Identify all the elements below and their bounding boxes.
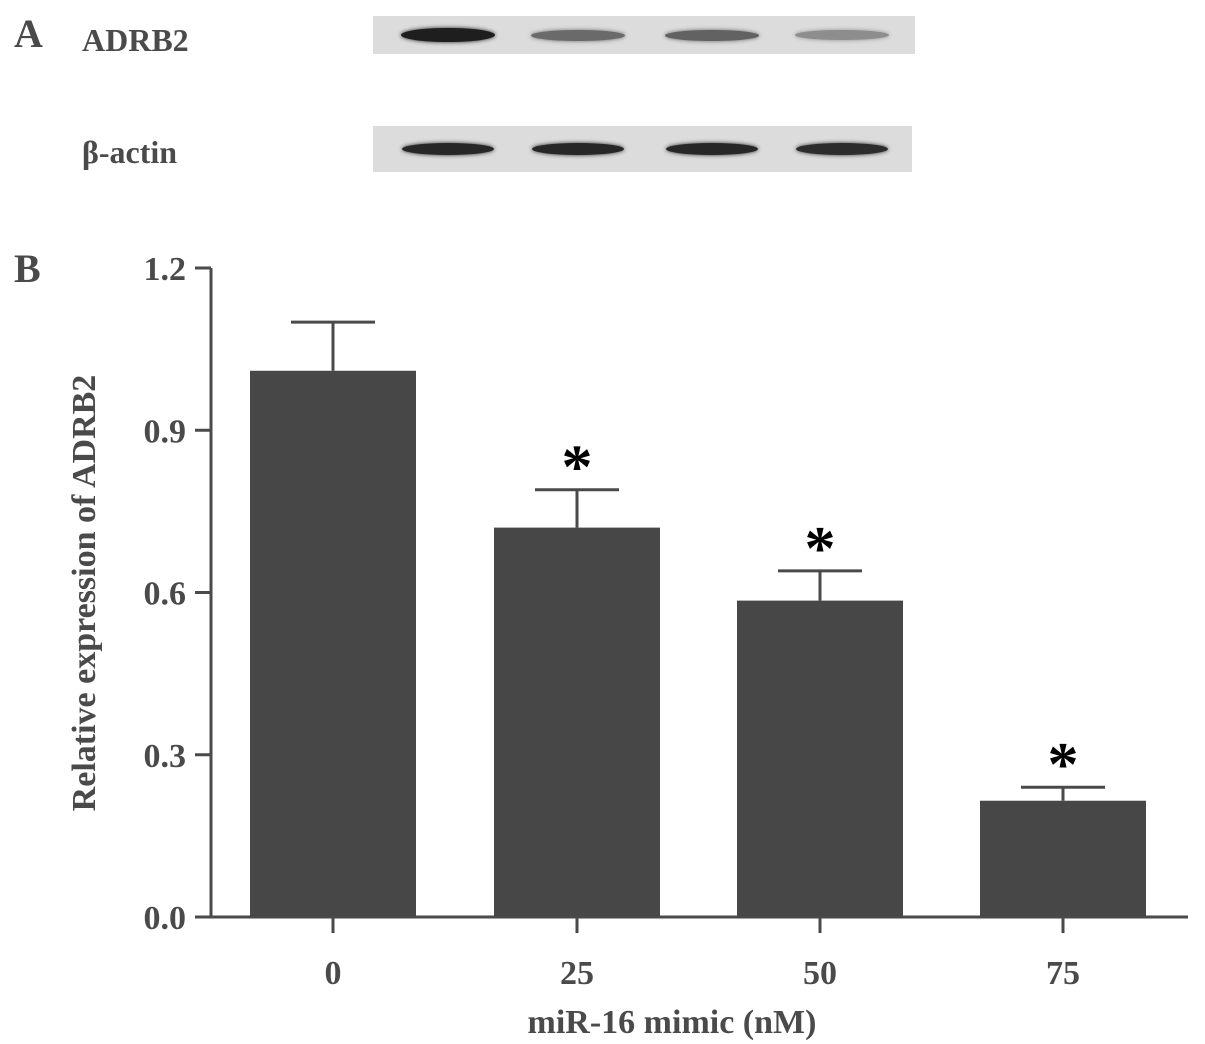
y-tick-label: 0.6 <box>144 576 187 613</box>
x-axis-label: miR-16 mimic (nM) <box>528 1004 817 1041</box>
x-tick-label-75: 75 <box>1046 955 1080 992</box>
blot-strip-adrb2 <box>373 16 915 54</box>
blot-band-actin-75 <box>796 143 888 155</box>
blot-band-actin-50 <box>666 143 758 155</box>
chart-significance-marks: * * * <box>562 434 1079 799</box>
significance-star-50: * <box>805 515 836 583</box>
bar-50 <box>737 600 903 917</box>
blot-label-beta-actin: β-actin <box>82 134 178 170</box>
bar-0 <box>250 370 416 918</box>
chart-bars <box>250 370 1146 918</box>
blot-strip-beta-actin <box>373 126 912 172</box>
blot-band-actin-0 <box>402 143 494 155</box>
blot-band-adrb2-25 <box>531 30 625 41</box>
blot-band-actin-25 <box>532 143 624 155</box>
y-tick-label: 0.0 <box>144 900 187 937</box>
panel-b-letter: B <box>14 246 41 291</box>
x-tick-label-0: 0 <box>325 955 342 992</box>
y-tick-label: 1.2 <box>144 251 187 288</box>
y-axis-label: Relative expression of ADRB2 <box>66 375 103 812</box>
y-tick-label: 0.9 <box>144 413 187 450</box>
significance-star-25: * <box>562 434 593 502</box>
x-tick-label-25: 25 <box>560 955 594 992</box>
bar-75 <box>980 800 1146 917</box>
x-tick-label-50: 50 <box>803 955 837 992</box>
bar-25 <box>494 527 660 917</box>
blot-band-adrb2-75 <box>795 30 889 40</box>
panel-a-letter: A <box>14 11 43 56</box>
blot-label-adrb2: ADRB2 <box>82 22 189 58</box>
y-tick-label: 0.3 <box>144 738 187 775</box>
chart-tick-labels: 0.0 0.3 0.6 0.9 1.2 0 25 50 75 <box>144 251 1081 992</box>
blot-band-adrb2-0 <box>401 28 495 42</box>
significance-star-75: * <box>1048 731 1079 799</box>
blot-band-adrb2-50 <box>665 30 759 41</box>
chart-error-bars <box>291 320 1105 801</box>
